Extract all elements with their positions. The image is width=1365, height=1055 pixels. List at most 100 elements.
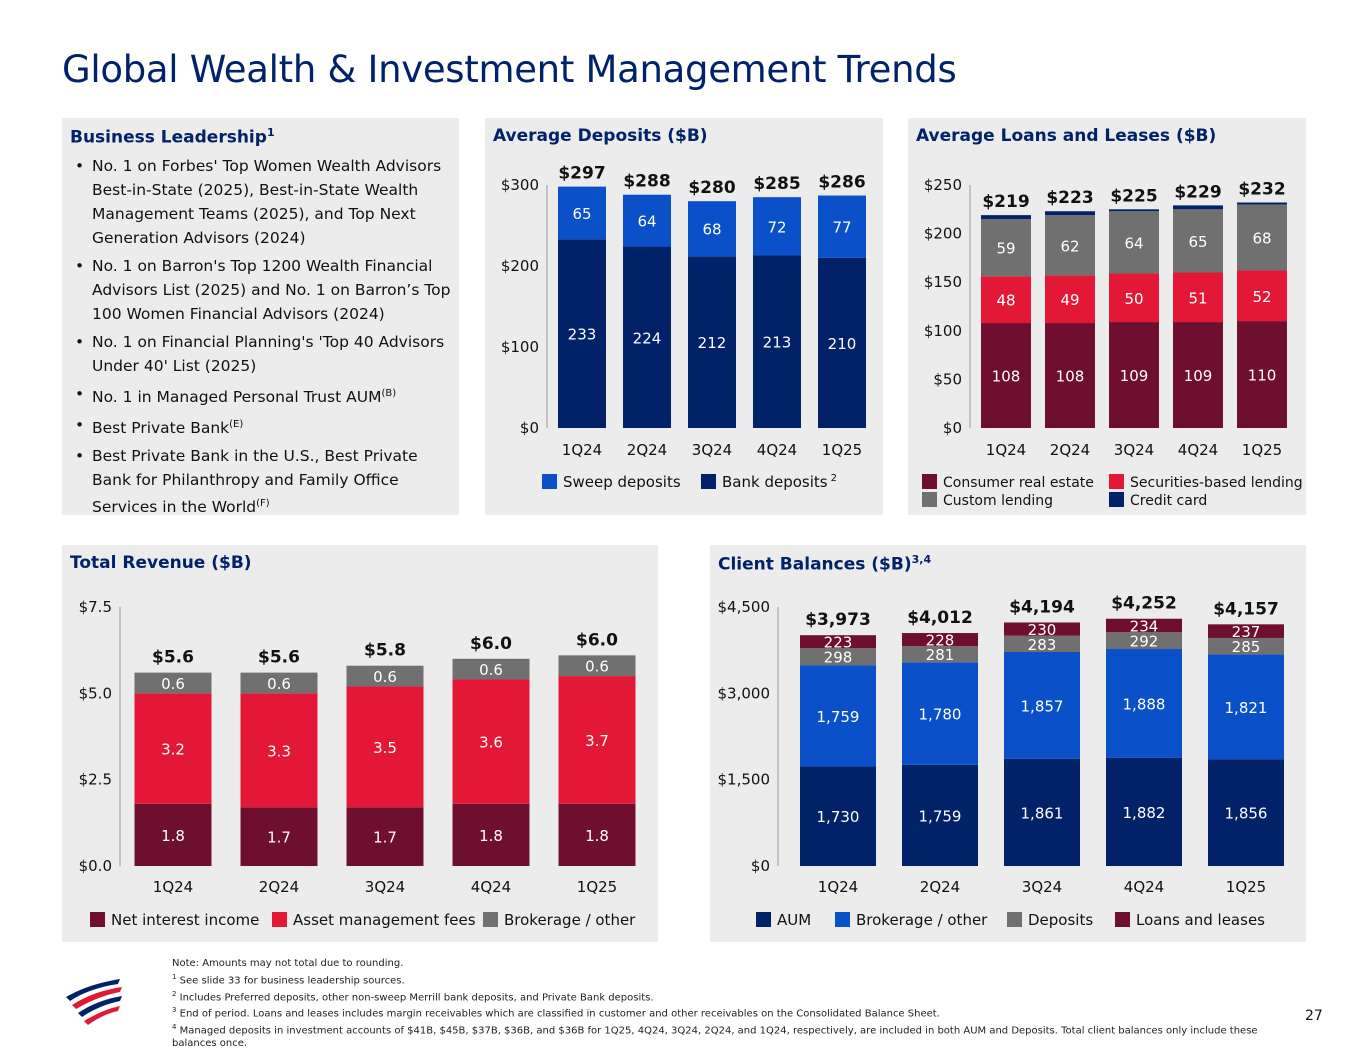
data-label: 108 [992, 368, 1021, 386]
bar-segment-sweep-deposits [753, 197, 801, 256]
total-label: $297 [558, 164, 605, 184]
bar-segment-bank-deposits [818, 257, 866, 428]
y-tick-label: $250 [924, 176, 962, 194]
legend-label: Deposits [1028, 911, 1094, 929]
bar-segment-custom-lending [1045, 215, 1095, 276]
bar-segment-custom-lending [1237, 204, 1287, 271]
data-label: 51 [1188, 289, 1207, 307]
y-tick-label: $200 [924, 225, 962, 243]
bar-segment-bank-deposits [558, 239, 606, 428]
y-tick-label: $150 [924, 273, 962, 291]
y-tick-label: $0.0 [79, 857, 112, 875]
data-label: 234 [1130, 617, 1159, 635]
legend-swatch [922, 492, 937, 507]
legend-swatch [701, 474, 716, 489]
data-label: 68 [1252, 229, 1271, 247]
legend-brokerage-other: Brokerage / other [835, 911, 987, 929]
data-label: 1,856 [1225, 805, 1268, 823]
bar-segment-aum [1004, 758, 1080, 866]
data-label: 1.8 [479, 827, 503, 845]
data-label: 65 [1188, 233, 1207, 251]
bar-segment-credit-card [1237, 202, 1287, 205]
footnote-num: 2 [172, 989, 177, 998]
bar-segment-bank-deposits [688, 256, 736, 428]
data-label: 224 [633, 329, 662, 347]
leadership-bullet: • No. 1 on Financial Planning's 'Top 40 A… [70, 330, 456, 378]
category-label: 4Q24 [1178, 441, 1218, 459]
data-label: 1,780 [919, 706, 962, 724]
bar-segment-deposits [1106, 632, 1182, 650]
legend-deposits: Deposits [1007, 911, 1093, 929]
data-label: 3.3 [267, 742, 291, 760]
bar-segment-brokerage-other [902, 662, 978, 765]
footnote-text: Managed deposits in investment accounts … [172, 1025, 1258, 1050]
data-label: 0.6 [479, 661, 503, 679]
data-label: 65 [572, 205, 591, 223]
data-label: 0.6 [267, 675, 291, 693]
bar-segment-consumer-real-estate [1045, 323, 1095, 428]
bar-segment-net-interest-income [134, 803, 212, 866]
category-label: 1Q25 [577, 878, 617, 896]
data-label: 72 [767, 218, 786, 236]
y-tick-label: $5.0 [79, 684, 112, 702]
legend-loans-and-leases: Loans and leases [1115, 911, 1265, 929]
total-label: $4,157 [1213, 599, 1279, 619]
legend-label: Loans and leases [1136, 911, 1265, 929]
bar-segment-securities-based-lending [1109, 273, 1159, 323]
footnote-num: 4 [172, 1023, 177, 1032]
data-label: 210 [828, 335, 857, 353]
data-label: 50 [1124, 290, 1143, 308]
bar-segment-asset-management-fees [558, 676, 636, 804]
data-label: 1.8 [585, 827, 609, 845]
bar-segment-deposits [1004, 635, 1080, 653]
category-label: 1Q24 [562, 441, 602, 459]
data-label: 108 [1056, 368, 1085, 386]
bar-segment-securities-based-lending [1237, 270, 1287, 322]
leadership-list: • No. 1 on Forbes' Top Women Wealth Advis… [70, 154, 456, 523]
data-label: 298 [824, 649, 853, 667]
data-label: 283 [1028, 636, 1057, 654]
legend-aum: AUM [756, 911, 811, 929]
leadership-bullet: • No. 1 on Forbes' Top Women Wealth Advis… [70, 154, 456, 250]
category-label: 4Q24 [1124, 878, 1164, 896]
legend-swatch [1109, 474, 1124, 489]
category-label: 1Q24 [153, 878, 193, 896]
footnote-text: End of period. Loans and leases includes… [176, 1008, 940, 1020]
bar-segment-net-interest-income [452, 803, 530, 866]
data-label: 3.5 [373, 739, 397, 757]
bullet-dot: • [75, 447, 85, 466]
bar-segment-loans-and-leases [1106, 618, 1182, 633]
category-label: 2Q24 [920, 878, 960, 896]
footnotes: Note: Amounts may not total due to round… [172, 958, 1292, 1051]
bar-segment-aum [902, 764, 978, 866]
total-label: $5.8 [364, 641, 406, 661]
data-label: 49 [1060, 291, 1079, 309]
bar-segment-asset-management-fees [452, 679, 530, 804]
bar-segment-loans-and-leases [902, 633, 978, 647]
y-tick-label: $200 [501, 257, 539, 275]
category-label: 1Q25 [1242, 441, 1282, 459]
total-label: $4,252 [1111, 594, 1177, 614]
bar-segment-aum [800, 766, 876, 866]
legend-sup: 2 [830, 473, 837, 484]
category-label: 2Q24 [259, 878, 299, 896]
leadership-bullet: • No. 1 in Managed Personal Trust AUM(B) [70, 382, 456, 409]
data-label: 0.6 [585, 658, 609, 676]
y-tick-label: $2.5 [79, 771, 112, 789]
category-label: 1Q25 [1226, 878, 1266, 896]
category-label: 4Q24 [471, 878, 511, 896]
bar-segment-brokerage-other [134, 672, 212, 694]
bank-of-america-logo-icon [66, 979, 122, 1025]
bullet-dot: • [75, 385, 85, 403]
legend-swatch [542, 474, 557, 489]
footnote-item: 1 See slide 33 for business leadership s… [172, 971, 1292, 988]
legend-swatch [272, 912, 287, 927]
y-tick-label: $100 [924, 322, 962, 340]
leadership-bullet: • Best Private Bank(E) [70, 413, 456, 440]
bar-segment-loans-and-leases [800, 635, 876, 649]
bar-segment-deposits [1208, 637, 1284, 655]
data-label: 1.8 [161, 827, 185, 845]
bar-segment-sweep-deposits [688, 201, 736, 257]
legend-consumer-real-estate: Consumer real estate [922, 474, 1094, 491]
average-loans-chart: $0 $50 $100 $150 $200 $250 108 48 59 $219 1Q24 108 4… [924, 176, 1287, 459]
